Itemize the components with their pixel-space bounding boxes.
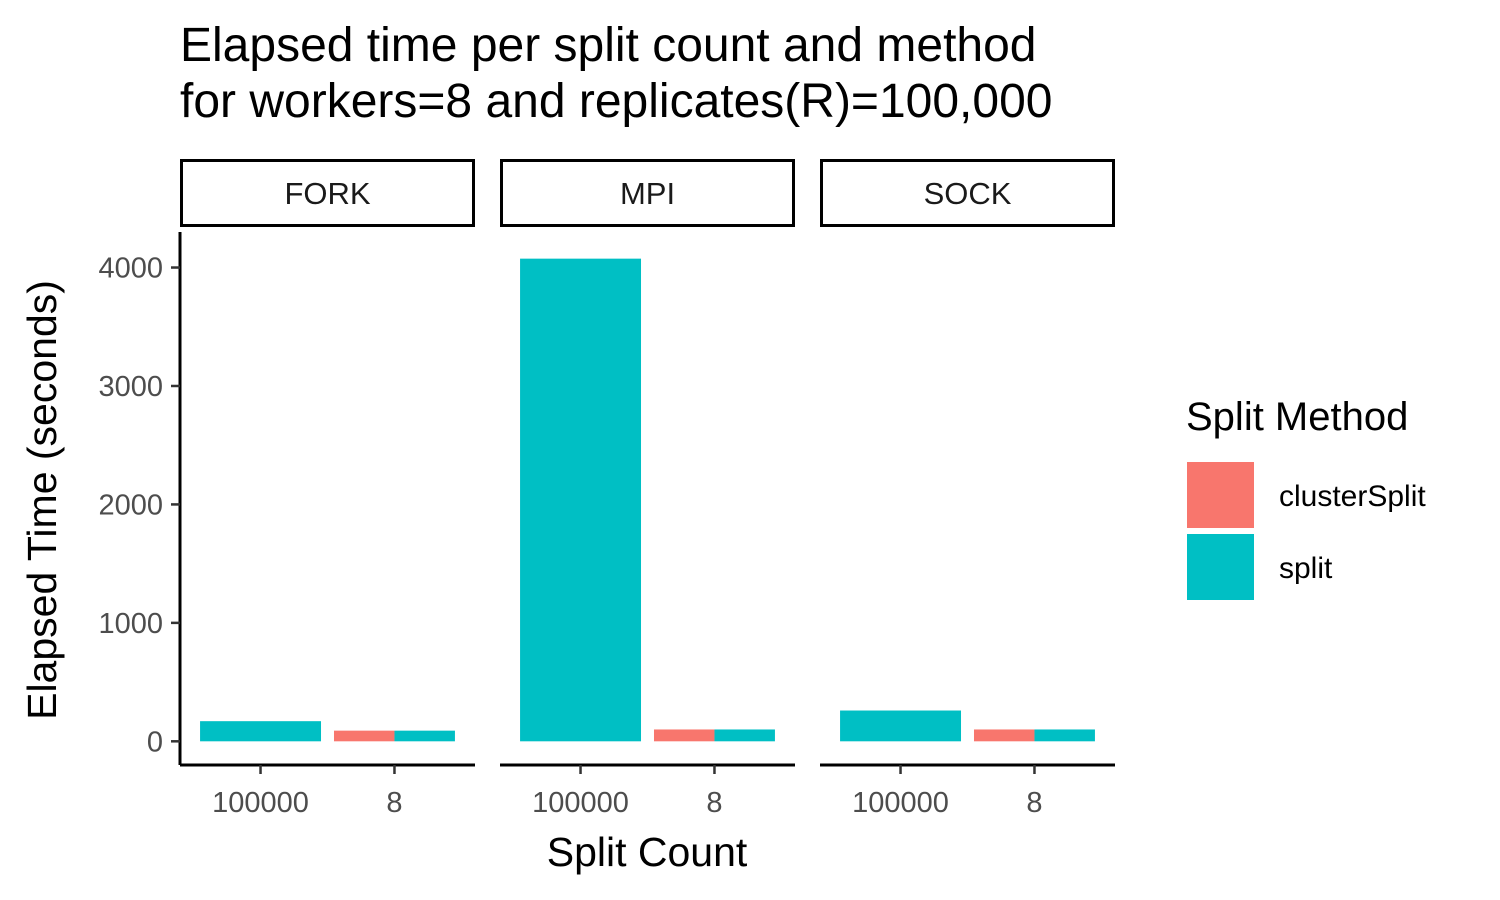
bar-fork-8-split — [394, 730, 455, 742]
bar-fork-8-clusterSplit — [333, 730, 395, 742]
y-tick-label-3000: 3000 — [98, 371, 163, 403]
chart-title: Elapsed time per split count and method … — [180, 18, 1052, 130]
bar-mpi-8-clusterSplit — [653, 729, 715, 742]
legend-label-clusterSplit: clusterSplit — [1279, 480, 1426, 513]
x-axis-title: Split Count — [547, 829, 748, 875]
y-tick-label-1000: 1000 — [98, 608, 163, 640]
x-tick-label-fork-8: 8 — [386, 787, 402, 819]
y-tick-label-4000: 4000 — [98, 253, 163, 285]
strip-label-fork: FORK — [284, 176, 370, 211]
y-axis-title: Elapsed Time (seconds) — [19, 280, 65, 720]
bar-mpi-100000-split — [520, 258, 642, 742]
y-tick-label-2000: 2000 — [98, 489, 163, 521]
x-tick-label-sock-8: 8 — [1026, 787, 1042, 819]
x-tick-label-mpi-8: 8 — [706, 787, 722, 819]
bar-mpi-8-split — [714, 729, 775, 742]
bar-sock-100000-split — [840, 710, 962, 742]
strip-mpi — [500, 159, 795, 227]
strip-label-sock: SOCK — [924, 176, 1012, 211]
chart-title-line-2: for workers=8 and replicates(R)=100,000 — [180, 75, 1053, 128]
legend-label-split: split — [1279, 552, 1333, 585]
strip-fork — [180, 159, 475, 227]
chart-title-line-1: Elapsed time per split count and method — [180, 19, 1037, 72]
bar-fork-100000-split — [200, 721, 322, 742]
legend-title: Split Method — [1186, 395, 1408, 439]
x-tick-label-mpi-100000: 100000 — [532, 787, 629, 819]
legend-key-split — [1187, 534, 1254, 600]
y-tick-label-0: 0 — [147, 726, 163, 758]
legend-key-clusterSplit — [1187, 462, 1254, 528]
x-tick-label-fork-100000: 100000 — [212, 787, 309, 819]
x-tick-label-sock-100000: 100000 — [852, 787, 949, 819]
bar-sock-8-clusterSplit — [973, 729, 1035, 742]
bar-sock-8-split — [1034, 729, 1095, 742]
strip-sock — [820, 159, 1115, 227]
strip-label-mpi: MPI — [620, 176, 675, 211]
